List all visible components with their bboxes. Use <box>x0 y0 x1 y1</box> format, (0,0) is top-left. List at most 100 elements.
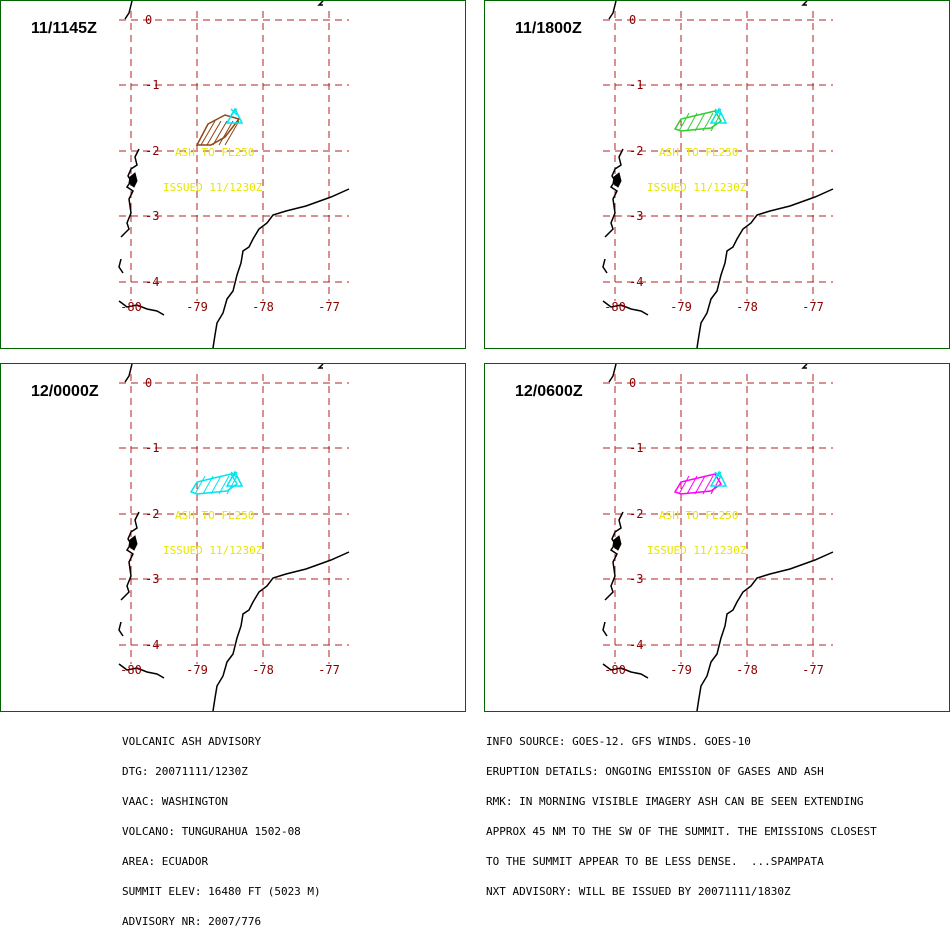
latitude-label: 0 <box>629 13 636 27</box>
ash-cloud-hatch <box>694 112 706 132</box>
volcano-summit-icon <box>225 107 244 124</box>
ash-cloud-hatch <box>194 475 206 495</box>
longitude-label: -79 <box>670 300 692 314</box>
advisory-line: APPROX 45 NM TO THE SW OF THE SUMMIT. TH… <box>486 825 877 838</box>
map-panel-3: 0 -1 -2 -3 -4 -80 -79 -78 -77 ASH TO FL250 ISSUED … <box>0 363 466 712</box>
coastline-island <box>612 172 622 188</box>
advisory-line: SUMMIT ELEV: 16480 FT (5023 M) <box>122 885 321 898</box>
ash-cloud-hatch <box>710 112 722 132</box>
latitude-label: -2 <box>145 507 159 521</box>
latitude-label: -2 <box>629 507 643 521</box>
map-canvas: 0 -1 -2 -3 -4-80 -79 -78 -77 ASH TO FL250 ISSUED … <box>602 364 834 711</box>
coastline-island <box>612 535 622 551</box>
ash-cloud-hatch <box>678 475 690 495</box>
country-border <box>212 188 350 348</box>
advisory-line: VOLCANO: TUNGURAHUA 1502-08 <box>122 825 301 838</box>
advisory-line: VAAC: WASHINGTON <box>122 795 228 808</box>
latitude-label: -3 <box>145 572 159 586</box>
longitude-label: -77 <box>318 300 340 314</box>
coastline <box>602 1 649 316</box>
ash-cloud-hatch <box>710 475 722 495</box>
volcano-summit-icon <box>709 470 728 487</box>
top-coast <box>317 364 324 369</box>
country-border <box>696 551 834 711</box>
latitude-label: -1 <box>629 78 643 92</box>
latitude-label: -1 <box>145 441 159 455</box>
top-coast <box>801 1 808 6</box>
ash-altitude-label: ASH TO FL250 <box>175 509 254 522</box>
advisory-line: AREA: ECUADOR <box>122 855 209 868</box>
ash-cloud-polygon <box>195 114 241 146</box>
volcano-summit-icon <box>230 471 238 479</box>
longitude-label: -80 <box>604 300 626 314</box>
latitude-label: 0 <box>145 13 152 27</box>
issued-time-label: ISSUED 11/1230Z <box>647 544 747 557</box>
volcano-summit-icon <box>230 108 238 116</box>
panel-title: 11/1145Z <box>31 20 97 37</box>
latitude-label: 0 <box>145 376 152 390</box>
longitude-label: -77 <box>802 300 824 314</box>
ash-altitude-label: ASH TO FL250 <box>659 146 738 159</box>
latitude-label: -3 <box>145 209 159 223</box>
map-panel-2: 0 -1 -2 -3 -4 -80 -79 -78 -77 ASH TO FL250 ISSUED … <box>484 0 950 349</box>
longitude-label: -78 <box>252 300 274 314</box>
longitude-label: -80 <box>120 300 142 314</box>
panel-title: 11/1800Z <box>515 20 582 37</box>
top-coast <box>317 1 324 6</box>
country-border <box>696 188 834 348</box>
latitude-label: -4 <box>145 638 159 652</box>
latitude-label: 0 <box>629 376 636 390</box>
advisory-line: TO THE SUMMIT APPEAR TO BE LESS DENSE. .… <box>486 855 824 868</box>
coastline <box>118 1 165 316</box>
ash-cloud-hatch <box>686 112 698 132</box>
coastline <box>602 364 649 679</box>
advisory-line: VOLCANIC ASH ADVISORY <box>122 735 262 748</box>
ash-cloud-hatch <box>694 475 706 495</box>
panel-title: 12/0600Z <box>515 383 583 400</box>
ash-cloud-hatch <box>212 120 228 146</box>
advisory-header-text: VOLCANIC ASH ADVISORY DTG: 20071111/1230… <box>122 717 321 937</box>
latitude-label: -2 <box>145 144 159 158</box>
advisory-line: ADVISORY NR: 2007/776 <box>122 915 262 928</box>
ash-altitude-label: ASH TO FL250 <box>659 509 738 522</box>
latitude-label: -4 <box>629 275 643 289</box>
ash-cloud-hatch <box>702 112 714 132</box>
ash-cloud-hatch <box>202 475 214 495</box>
issued-time-label: ISSUED 11/1230Z <box>163 544 263 557</box>
latitude-label: -4 <box>145 275 159 289</box>
longitude-label: -78 <box>736 663 758 677</box>
longitude-label: -77 <box>802 663 824 677</box>
top-coast <box>801 364 808 369</box>
latitude-label: -1 <box>629 441 643 455</box>
ash-cloud-hatch <box>226 475 238 495</box>
country-border <box>212 551 350 711</box>
panel-title: 12/0000Z <box>31 383 99 400</box>
volcano-summit-icon <box>714 108 722 116</box>
ash-cloud-hatch <box>686 475 698 495</box>
ash-cloud-hatch <box>678 112 690 132</box>
map-canvas: 0 -1 -2 -3 -4-80 -79 -78 -77 ASH TO FL250 ISSUED … <box>118 364 350 711</box>
longitude-label: -79 <box>186 663 208 677</box>
latitude-label: -2 <box>629 144 643 158</box>
ash-altitude-label: ASH TO FL250 <box>175 146 254 159</box>
ash-cloud-hatch <box>224 120 240 146</box>
ash-cloud-hatch <box>218 475 230 495</box>
ash-cloud-polygon <box>673 473 723 495</box>
ash-cloud-hatch <box>210 475 222 495</box>
map-canvas: 0 -1 -2 -3 -4-80 -79 -78 -77 ASH TO FL250 ISSUED … <box>118 1 350 348</box>
ash-cloud-hatch <box>218 120 234 146</box>
map-panel-4: 0 -1 -2 -3 -4 -80 -79 -78 -77 ASH TO FL250 ISSUED … <box>484 363 950 712</box>
ash-cloud-hatch <box>206 120 222 146</box>
longitude-label: -80 <box>604 663 626 677</box>
ash-cloud-hatch <box>200 120 216 146</box>
advisory-line: DTG: 20071111/1230Z <box>122 765 248 778</box>
volcano-summit-icon <box>714 471 722 479</box>
longitude-label: -80 <box>120 663 142 677</box>
issued-time-label: ISSUED 11/1230Z <box>163 181 263 194</box>
longitude-label: -78 <box>736 300 758 314</box>
ash-cloud-hatch <box>702 475 714 495</box>
coastline-island <box>128 172 138 188</box>
volcano-summit-icon <box>225 470 244 487</box>
ash-cloud-polygon <box>673 110 723 132</box>
advisory-line: ERUPTION DETAILS: ONGOING EMISSION OF GA… <box>486 765 824 778</box>
